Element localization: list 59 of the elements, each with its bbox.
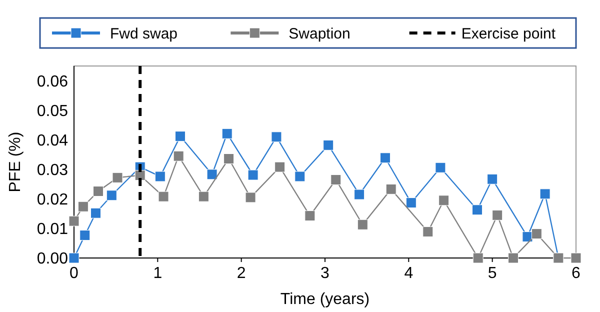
point <box>154 171 166 182</box>
point <box>304 210 316 222</box>
x-tick-label: 0 <box>70 265 79 282</box>
point <box>224 154 234 164</box>
point <box>406 198 416 208</box>
legend-label: Exercise point <box>461 25 556 42</box>
point <box>198 191 209 202</box>
point <box>78 201 88 212</box>
point <box>222 128 232 139</box>
x-tick-label: 3 <box>320 265 330 282</box>
point <box>472 252 484 264</box>
point <box>323 140 334 150</box>
point <box>93 186 104 196</box>
point <box>531 228 542 240</box>
point <box>245 192 256 203</box>
point <box>158 191 169 202</box>
point <box>380 152 390 164</box>
point <box>354 189 365 200</box>
point <box>274 162 286 172</box>
point <box>422 226 434 237</box>
legend-label: Fwd swap <box>110 25 178 42</box>
point <box>68 252 80 264</box>
x-tick-label: 2 <box>236 265 246 282</box>
point <box>112 172 123 183</box>
point <box>294 171 306 182</box>
x-tick-label: 6 <box>572 265 581 282</box>
point <box>330 174 342 185</box>
y-tick-label: 0.01 <box>36 221 68 238</box>
legend-label: Swaption <box>288 25 350 42</box>
y-tick-label: 0.03 <box>36 162 68 179</box>
x-tick-label: 4 <box>404 265 414 282</box>
point <box>472 204 483 216</box>
point <box>80 230 90 241</box>
point <box>492 210 503 220</box>
point <box>508 252 518 264</box>
point <box>173 150 184 162</box>
y-tick-label: 0.05 <box>36 102 68 120</box>
y-tick-label: 0.06 <box>36 73 68 90</box>
y-tick-label: 0.04 <box>36 132 68 150</box>
x-axis-title: Time (years) <box>280 291 370 308</box>
x-tick-label: 5 <box>488 265 497 282</box>
point <box>435 162 446 173</box>
point <box>540 188 550 200</box>
point <box>106 190 117 201</box>
y-tick-label: 0.02 <box>36 192 68 209</box>
point <box>248 170 258 180</box>
x-tick-label: 1 <box>153 265 162 282</box>
point <box>357 219 368 230</box>
point <box>570 252 582 264</box>
y-tick-label: 0.00 <box>36 250 68 268</box>
point <box>90 208 102 218</box>
point <box>271 132 282 142</box>
point <box>386 184 396 194</box>
point <box>68 216 80 226</box>
y-axis-title: PFE (%) <box>7 132 24 192</box>
point <box>487 174 498 184</box>
point <box>206 169 218 180</box>
point <box>438 195 450 206</box>
point <box>175 131 186 142</box>
